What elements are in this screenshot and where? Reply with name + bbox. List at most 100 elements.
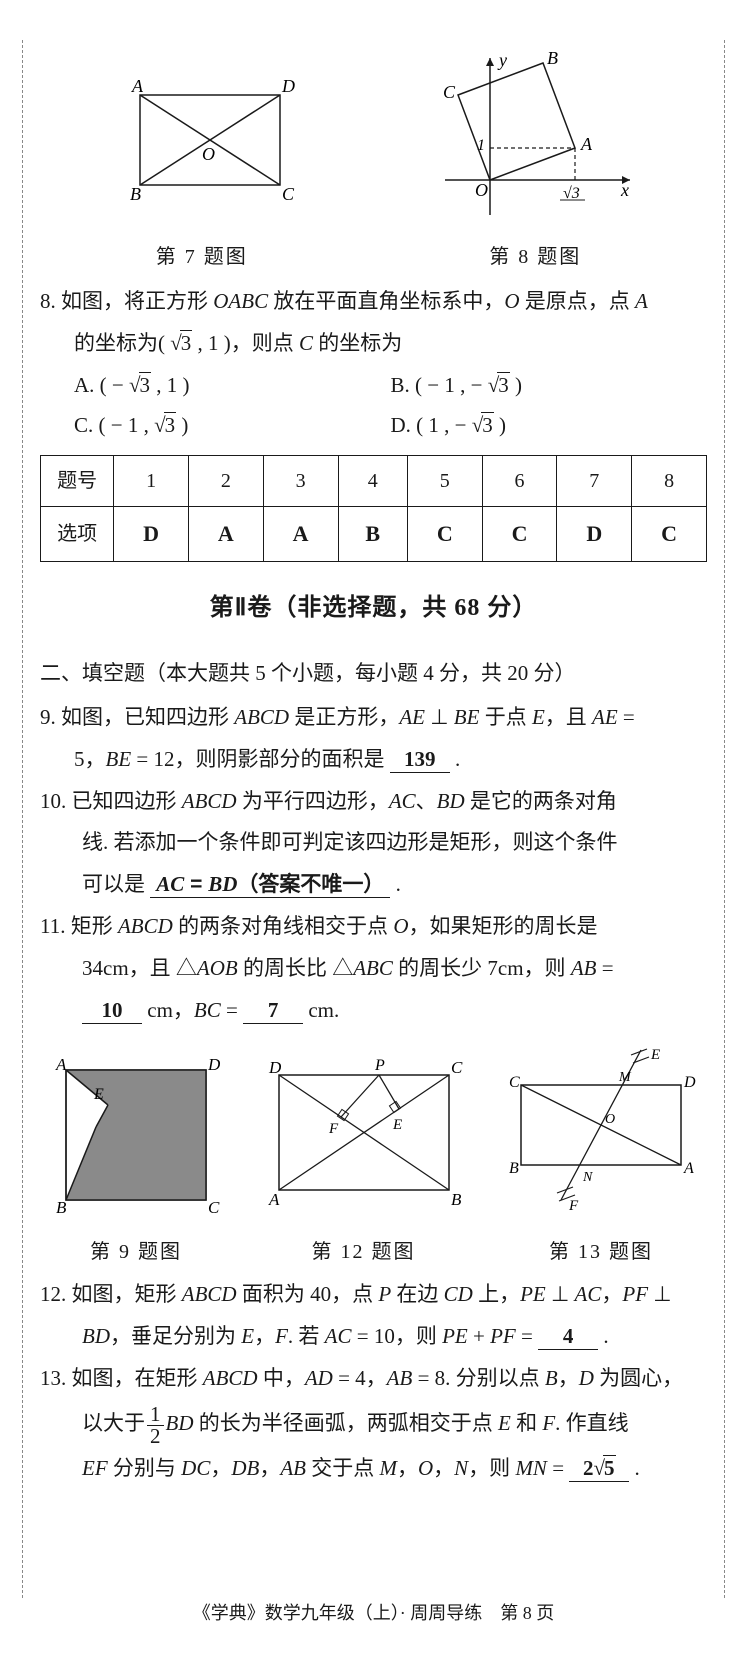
figure-8: A B C O 1 x y √3 第 8 题图 — [425, 50, 645, 276]
frac-half: 12 — [147, 1404, 164, 1447]
fig12-caption: 第 12 题图 — [259, 1233, 469, 1271]
fig9-caption: 第 9 题图 — [46, 1233, 226, 1271]
fig13-caption: 第 13 题图 — [501, 1233, 701, 1271]
svg-text:O: O — [202, 144, 215, 164]
svg-text:E: E — [93, 1086, 104, 1103]
svg-text:D: D — [207, 1055, 221, 1074]
ans-5: C — [407, 507, 482, 562]
figures-mid-row: A D B C E 第 9 题图 D C A B P F E 第 12 题图 — [40, 1045, 707, 1271]
q10-line3: 可以是 AC = BD（答案不唯一） . — [40, 865, 707, 905]
q12-num: 12. — [40, 1282, 66, 1306]
figure-7: A D B C O 第 7 题图 — [102, 70, 302, 276]
q11-line3: 10 cm，BC = 7 cm. — [40, 991, 707, 1031]
q11-line2: 34cm，且 △AOB 的周长比 △ABC 的周长少 7cm，则 AB = — [40, 949, 707, 989]
svg-text:M: M — [618, 1070, 632, 1085]
svg-text:E: E — [392, 1117, 402, 1133]
q8-opt-a: A. ( − 3 , 1 ) — [74, 366, 391, 406]
q13-line3: EF 分别与 DC，DB，AB 交于点 M，O，N，则 MN = 25 . — [40, 1449, 707, 1489]
svg-text:B: B — [547, 50, 558, 68]
svg-text:y: y — [497, 50, 507, 70]
svg-text:B: B — [130, 184, 141, 204]
fig13-svg: C D B A E F M O N — [501, 1045, 701, 1215]
svg-text:P: P — [374, 1057, 385, 1074]
q11-ans1: 10 — [82, 998, 142, 1024]
figures-top-row: A D B C O 第 7 题图 A B C O 1 x y √3 — [40, 50, 707, 276]
svg-text:C: C — [509, 1074, 520, 1091]
col-1: 1 — [114, 456, 189, 507]
ans-8: C — [632, 507, 707, 562]
q10-line2: 线. 若添加一个条件即可判定该四边形是矩形，则这个条件 — [40, 823, 707, 863]
col-4: 4 — [338, 456, 407, 507]
ans-2: A — [189, 507, 264, 562]
q11-num: 11. — [40, 914, 65, 938]
svg-text:C: C — [208, 1198, 220, 1215]
ans-3: A — [263, 507, 338, 562]
fig7-svg: A D B C O — [102, 70, 302, 220]
ans-7: D — [557, 507, 632, 562]
q10-num: 10. — [40, 789, 66, 813]
svg-text:N: N — [582, 1170, 593, 1185]
col-8: 8 — [632, 456, 707, 507]
svg-text:D: D — [268, 1058, 282, 1077]
svg-text:D: D — [281, 76, 295, 96]
question-8: 8. 如图，将正方形 OABC 放在平面直角坐标系中，O 是原点，点 A — [40, 282, 707, 322]
fig8-svg: A B C O 1 x y √3 — [425, 50, 645, 220]
svg-text:B: B — [56, 1198, 67, 1215]
question-13: 13. 如图，在矩形 ABCD 中，AD = 4，AB = 8. 分别以点 B，… — [40, 1359, 707, 1399]
page-border-left — [22, 40, 23, 1598]
q8-num: 8. — [40, 289, 56, 313]
q13-answer: 25 — [569, 1456, 629, 1482]
svg-text:B: B — [451, 1190, 462, 1209]
q12-answer: 4 — [538, 1324, 598, 1350]
svg-text:√3: √3 — [563, 185, 580, 202]
q8-opt-d: D. ( 1 , − 3 ) — [391, 406, 708, 446]
page-footer: 《学典》数学九年级（上）· 周周导练 第 8 页 — [0, 1596, 747, 1630]
q10-answer: AC = BD（答案不唯一） — [150, 872, 390, 898]
question-11: 11. 矩形 ABCD 的两条对角线相交于点 O，如果矩形的周长是 — [40, 907, 707, 947]
q13-num: 13. — [40, 1366, 66, 1390]
q8-line2: 的坐标为( 3 , 1 )，则点 C 的坐标为 — [40, 324, 707, 364]
svg-text:1: 1 — [477, 137, 485, 154]
q12-line2: BD，垂足分别为 E，F. 若 AC = 10，则 PE + PF = 4 . — [40, 1317, 707, 1357]
ans-label: 选项 — [41, 507, 114, 562]
ans-4: B — [338, 507, 407, 562]
svg-text:F: F — [568, 1198, 579, 1214]
col-5: 5 — [407, 456, 482, 507]
ans-6: C — [482, 507, 557, 562]
answer-table-header: 题号 1 2 3 4 5 6 7 8 — [41, 456, 707, 507]
figure-13: C D B A E F M O N 第 13 题图 — [501, 1045, 701, 1271]
svg-text:F: F — [328, 1121, 339, 1137]
fill-header: 二、填空题（本大题共 5 个小题，每小题 4 分，共 20 分） — [40, 654, 707, 694]
q9-num: 9. — [40, 705, 56, 729]
fig8-caption: 第 8 题图 — [425, 238, 645, 276]
fig9-svg: A D B C E — [46, 1055, 226, 1215]
col-6: 6 — [482, 456, 557, 507]
figure-12: D C A B P F E 第 12 题图 — [259, 1055, 469, 1271]
q8-opt-c: C. ( − 1 , 3 ) — [74, 406, 391, 446]
figure-9: A D B C E 第 9 题图 — [46, 1055, 226, 1271]
sqrt3-a: 3 — [180, 330, 193, 355]
q9-line2: 5，BE = 12，则阴影部分的面积是 139 . — [40, 740, 707, 780]
svg-text:D: D — [683, 1074, 696, 1091]
svg-text:C: C — [451, 1058, 463, 1077]
svg-text:A: A — [580, 134, 593, 154]
svg-text:A: A — [268, 1190, 280, 1209]
svg-text:B: B — [509, 1160, 519, 1177]
q8-options-row1: A. ( − 3 , 1 ) B. ( − 1 , − 3 ) — [40, 366, 707, 406]
svg-text:E: E — [650, 1047, 660, 1063]
question-12: 12. 如图，矩形 ABCD 面积为 40，点 P 在边 CD 上，PE ⊥ A… — [40, 1275, 707, 1315]
svg-text:A: A — [131, 76, 144, 96]
q8-options-row2: C. ( − 1 , 3 ) D. ( 1 , − 3 ) — [40, 406, 707, 446]
fig7-caption: 第 7 题图 — [102, 238, 302, 276]
svg-text:x: x — [620, 180, 629, 200]
col-2: 2 — [189, 456, 264, 507]
answer-table-answers: 选项 D A A B C C D C — [41, 507, 707, 562]
svg-text:C: C — [282, 184, 295, 204]
q9-answer: 139 — [390, 747, 450, 773]
col-7: 7 — [557, 456, 632, 507]
page-border-right — [724, 40, 725, 1598]
section-2-title: 第Ⅱ卷（非选择题，共 68 分） — [40, 586, 707, 632]
q11-ans2: 7 — [243, 998, 303, 1024]
col-3: 3 — [263, 456, 338, 507]
question-9: 9. 如图，已知四边形 ABCD 是正方形，AE ⊥ BE 于点 E，且 AE … — [40, 698, 707, 738]
